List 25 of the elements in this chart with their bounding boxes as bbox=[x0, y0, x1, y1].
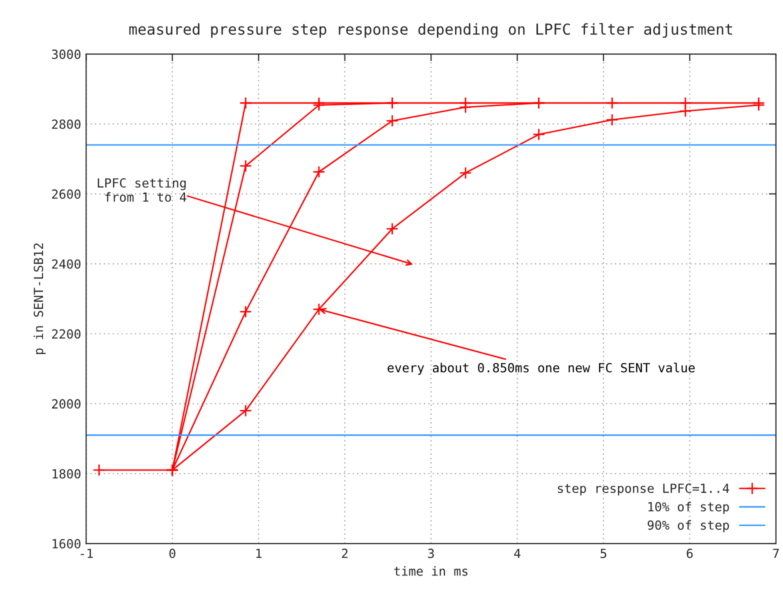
x-tick-label: 0 bbox=[169, 548, 176, 558]
legend-label: step response LPFC=1..4 bbox=[558, 484, 730, 496]
x-axis-title: time in ms bbox=[394, 566, 468, 576]
y-tick-label: 2600 bbox=[52, 189, 80, 199]
x-tick-label: 6 bbox=[686, 548, 693, 558]
y-tick-label: 2200 bbox=[52, 329, 80, 339]
y-tick-label: 2800 bbox=[52, 119, 80, 129]
y-tick-label: 1600 bbox=[52, 539, 80, 548]
x-tick-label: 5 bbox=[600, 548, 606, 558]
y-tick-label: 2400 bbox=[52, 259, 80, 269]
x-tick-label: 7 bbox=[773, 548, 779, 558]
x-tick-label: 1 bbox=[256, 548, 262, 558]
chart-title: measured pressure step response depending on LPFC filter adjustment bbox=[129, 23, 732, 38]
y-tick-label: 3000 bbox=[52, 50, 80, 60]
annotation: LPFC setting from 1 to 4 bbox=[98, 178, 186, 202]
x-tick-label: -1 bbox=[80, 548, 93, 558]
x-tick-label: 4 bbox=[514, 548, 520, 558]
y-tick-label: 2000 bbox=[52, 399, 80, 409]
annotation: every about 0.850ms one new FC SENT value bbox=[388, 362, 695, 375]
x-tick-label: 3 bbox=[428, 548, 434, 558]
y-tick-label: 1800 bbox=[52, 469, 80, 479]
y-axis-title: p in SENT-LSB12 bbox=[34, 243, 46, 354]
legend-label: 90% of step bbox=[648, 520, 729, 532]
legend-label: 10% of step bbox=[648, 502, 729, 514]
x-tick-label: 2 bbox=[342, 548, 348, 558]
